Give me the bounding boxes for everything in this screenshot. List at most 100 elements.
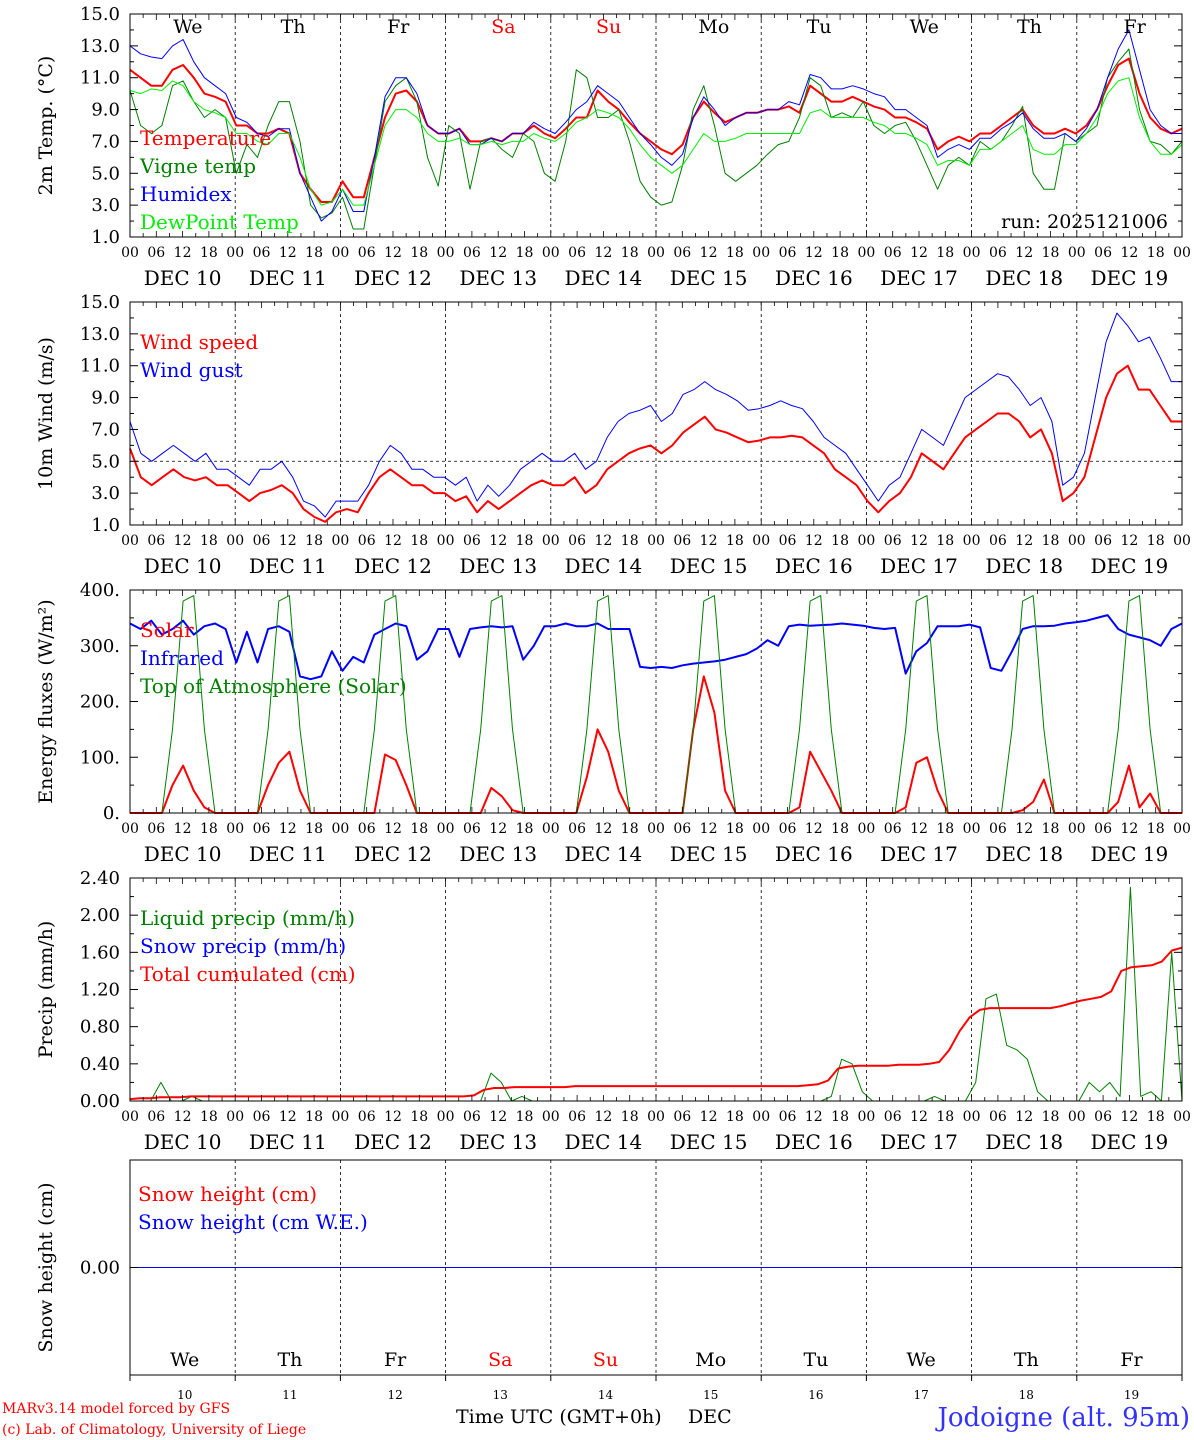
x-hour-label: 00 [752, 821, 770, 837]
legend-energy: Solar [140, 618, 194, 642]
x-date-label: DEC 19 [1091, 842, 1169, 866]
x-hour-label: 00 [226, 821, 244, 837]
panel-frame-energy [129, 589, 1183, 814]
x-date-label: DEC 19 [1091, 554, 1169, 578]
x-date-label: DEC 10 [144, 554, 222, 578]
y-tick-label: 9.0 [91, 388, 120, 409]
x-hour-label: 18 [621, 1109, 639, 1125]
x-hour-label: 06 [463, 1109, 481, 1125]
x-hour-label: 00 [542, 1109, 560, 1125]
weekday-label: Mo [698, 16, 729, 38]
x-hour-label: 06 [568, 1109, 586, 1125]
legend-snow: Snow height (cm) [138, 1182, 317, 1206]
x-hour-label: 12 [805, 533, 823, 549]
x-hour-label: 18 [1042, 1109, 1060, 1125]
x-hour-label: 00 [1068, 533, 1086, 549]
x-hour-label: 00 [542, 533, 560, 549]
x-hour-label: 12 [1120, 533, 1138, 549]
x-date-label: DEC 15 [670, 266, 748, 290]
x-hour-label: 06 [253, 821, 271, 837]
x-date-label: DEC 13 [459, 266, 537, 290]
weekday-label: Sa [491, 16, 515, 38]
x-hour-label: 12 [1120, 245, 1138, 261]
x-date-label: DEC 17 [880, 266, 958, 290]
x-hour-label: 18 [410, 821, 428, 837]
x-hour-label: 18 [726, 821, 744, 837]
x-hour-label: 12 [910, 821, 928, 837]
x-hour-label: 12 [384, 245, 402, 261]
x-hour-label: 12 [279, 821, 297, 837]
x-date-label: DEC 10 [144, 842, 222, 866]
x-hour-label: 18 [516, 1109, 534, 1125]
x-hour-label: 18 [936, 245, 954, 261]
x-hour-label: 18 [621, 245, 639, 261]
series-precip-total-cumulated-cm- [129, 946, 1183, 1101]
x-hour-label: 12 [174, 821, 192, 837]
x-date-label: DEC 18 [985, 266, 1063, 290]
x-hour-label: 00 [437, 245, 455, 261]
x-hour-label: 00 [437, 821, 455, 837]
weekday-label: Th [277, 1349, 302, 1371]
y-tick-label: 1.0 [91, 515, 120, 536]
station-name: Jodoigne (alt. 95m) [934, 1403, 1190, 1433]
x-hour-label: 18 [305, 821, 323, 837]
x-hour-label: 18 [516, 821, 534, 837]
x-hour-label: 00 [1173, 821, 1191, 837]
x-hour-label: 00 [752, 245, 770, 261]
x-hour-label: 06 [358, 245, 376, 261]
x-hour-label: 00 [226, 245, 244, 261]
x-hour-label: 06 [147, 533, 165, 549]
x-date-label: DEC 14 [565, 1130, 643, 1154]
x-hour-label: 00 [963, 245, 981, 261]
weekday-label: Su [593, 1349, 618, 1371]
legend-energy: Top of Atmosphere (Solar) [140, 674, 407, 698]
day-number-label: 12 [387, 1388, 402, 1402]
x-hour-label: 06 [568, 821, 586, 837]
grid-layer [130, 14, 1182, 1375]
weekday-label: Sa [488, 1349, 512, 1371]
x-hour-label: 12 [805, 821, 823, 837]
y-tick-label: 3.0 [91, 195, 120, 216]
x-hour-label: 00 [331, 245, 349, 261]
x-hour-label: 12 [1120, 821, 1138, 837]
x-hour-label: 06 [884, 245, 902, 261]
x-hour-label: 18 [936, 533, 954, 549]
weekday-label: Th [1017, 16, 1042, 38]
day-number-label: 11 [282, 1388, 297, 1402]
x-hour-label: 06 [989, 245, 1007, 261]
x-hour-label: 12 [279, 533, 297, 549]
x-date-label: DEC 16 [775, 266, 853, 290]
y-tick-label: 13.0 [80, 36, 120, 57]
y-tick-label: 0. [103, 803, 120, 824]
legend-snow: Snow height (cm W.E.) [138, 1210, 368, 1234]
x-hour-label: 00 [647, 821, 665, 837]
x-date-label: DEC 19 [1091, 266, 1169, 290]
x-hour-label: 06 [1094, 1109, 1112, 1125]
x-hour-label: 06 [884, 821, 902, 837]
x-hour-label: 18 [410, 245, 428, 261]
x-hour-label: 18 [1147, 821, 1165, 837]
x-hour-label: 18 [831, 533, 849, 549]
x-hour-label: 06 [358, 821, 376, 837]
x-hour-label: 18 [726, 245, 744, 261]
x-hour-label: 12 [700, 245, 718, 261]
x-date-label: DEC 11 [249, 842, 327, 866]
x-hour-label: 06 [147, 1109, 165, 1125]
y-tick-label: 15.0 [80, 292, 120, 313]
x-date-label: DEC 14 [565, 842, 643, 866]
x-hour-label: 00 [437, 533, 455, 549]
x-hour-label: 06 [147, 821, 165, 837]
day-number-label: 14 [598, 1388, 614, 1402]
x-hour-label: 12 [1120, 1109, 1138, 1125]
y-tick-label: 0.00 [80, 1091, 120, 1112]
x-date-label: DEC 15 [670, 1130, 748, 1154]
x-hour-label: 18 [305, 245, 323, 261]
x-hour-label: 00 [963, 1109, 981, 1125]
x-hour-label: 12 [805, 245, 823, 261]
x-hour-label: 06 [989, 1109, 1007, 1125]
x-date-label: DEC 18 [985, 842, 1063, 866]
y-tick-label: 1.60 [80, 942, 120, 963]
x-date-label: DEC 14 [565, 554, 643, 578]
x-hour-label: 06 [1094, 245, 1112, 261]
x-hour-label: 12 [910, 533, 928, 549]
